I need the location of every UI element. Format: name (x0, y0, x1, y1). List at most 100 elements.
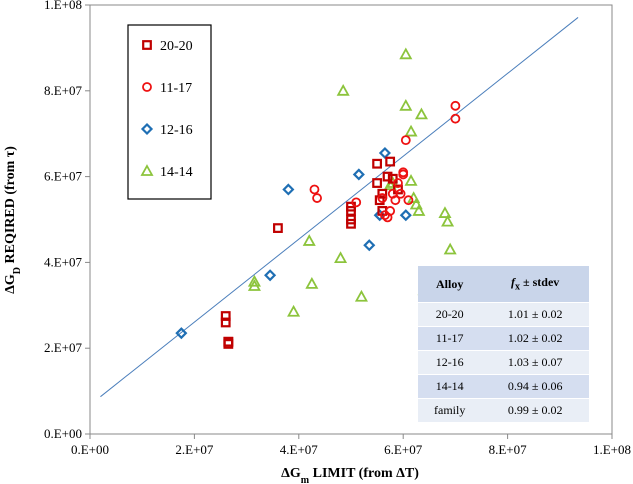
data-point-14-14 (302, 234, 316, 246)
legend-label: 14-14 (160, 165, 193, 180)
data-point-12-16 (264, 269, 277, 282)
legend-label: 20-20 (160, 39, 193, 54)
data-point-14-14 (247, 274, 261, 287)
table-row: 20-20 1.01 ± 0.02 (418, 302, 589, 327)
legend-marker (140, 122, 154, 136)
data-point-20-20 (372, 158, 382, 169)
y-tick-label: 6.E+07 (44, 169, 83, 184)
data-point-11-17 (385, 206, 396, 216)
x-tick-label: 0.E+00 (71, 442, 109, 457)
legend-label: 11-17 (160, 81, 192, 96)
data-point-14-14 (399, 47, 413, 60)
row-alloy: 12-16 (418, 350, 482, 375)
data-point-14-14 (441, 214, 455, 227)
header-f: f (511, 275, 516, 290)
data-point-11-17 (351, 197, 362, 208)
data-point-14-14 (247, 279, 261, 291)
data-point-14-14 (354, 289, 368, 302)
x-tick-label: 8.E+07 (489, 442, 528, 457)
legend-marker (140, 164, 154, 176)
table-row: 14-14 0.94 ± 0.06 (418, 374, 589, 399)
data-point-12-16 (282, 183, 295, 196)
row-alloy: family (418, 398, 482, 422)
header-alloy: Alloy (418, 266, 482, 303)
legend-marker (142, 82, 152, 92)
legend-marker (142, 40, 152, 50)
table-row: 12-16 1.03 ± 0.07 (418, 350, 589, 375)
y-tick-label: 1.E+08 (44, 0, 82, 12)
data-point-20-20 (273, 223, 283, 233)
data-point-14-14 (305, 276, 319, 289)
data-point-14-14 (336, 83, 350, 96)
data-point-14-14 (443, 242, 457, 255)
legend: 20-20 11-17 12-16 14-14 (127, 24, 212, 200)
data-points (175, 47, 461, 349)
data-point-12-16 (352, 168, 365, 181)
data-point-11-17 (400, 135, 411, 146)
table-row: family 0.99 ± 0.02 (418, 398, 589, 422)
data-point-20-20 (374, 195, 385, 206)
header-f-sub: x (515, 281, 521, 293)
table-header-row: Alloy fx ± stdev (418, 266, 589, 303)
data-point-11-17 (450, 113, 461, 124)
data-point-12-16 (175, 327, 188, 340)
data-point-12-16 (399, 209, 412, 222)
data-point-20-20 (220, 317, 231, 328)
data-point-11-17 (403, 195, 414, 206)
header-f-stdev: fx ± stdev (481, 266, 589, 303)
y-tick-label: 2.E+07 (44, 340, 83, 355)
data-point-11-17 (390, 195, 401, 206)
data-point-11-17 (309, 184, 320, 195)
row-alloy: 20-20 (418, 302, 482, 327)
data-point-20-20 (377, 188, 388, 199)
legend-box (127, 24, 212, 200)
data-point-14-14 (404, 124, 418, 137)
row-alloy: 11-17 (418, 326, 482, 351)
data-point-14-14 (383, 178, 397, 191)
row-alloy: 14-14 (418, 374, 482, 399)
row-value: 0.99 ± 0.02 (481, 398, 589, 422)
data-point-12-16 (378, 146, 391, 160)
row-value: 1.02 ± 0.02 (481, 326, 589, 351)
x-tick-label: 6.E+07 (384, 442, 423, 457)
data-point-11-17 (450, 100, 461, 111)
data-point-14-14 (438, 206, 452, 218)
stats-table: Alloy fx ± stdev 20-20 1.01 ± 0.02 11-17… (418, 266, 589, 422)
data-point-20-20 (372, 178, 382, 188)
data-point-14-14 (287, 304, 301, 317)
data-point-11-17 (398, 169, 409, 180)
data-point-20-20 (220, 311, 231, 321)
row-value: 0.94 ± 0.06 (481, 374, 589, 399)
legend-label: 12-16 (160, 123, 193, 138)
data-point-11-17 (377, 193, 388, 203)
data-point-20-20 (346, 218, 356, 229)
fit-line (100, 17, 579, 398)
row-value: 1.01 ± 0.02 (481, 302, 589, 327)
data-point-14-14 (414, 107, 428, 120)
x-axis-title: ΔGm LIMIT (from ΔT) (281, 466, 419, 484)
data-point-20-20 (382, 171, 393, 182)
data-point-12-16 (363, 239, 376, 252)
table-row: 11-17 1.02 ± 0.02 (418, 326, 589, 351)
data-point-14-14 (404, 174, 418, 186)
data-point-14-14 (399, 98, 413, 111)
data-point-11-17 (393, 178, 403, 188)
x-tick-label: 2.E+07 (175, 442, 214, 457)
y-tick-label: 8.E+07 (44, 83, 83, 98)
x-tick-label: 4.E+07 (280, 442, 319, 457)
data-point-20-20 (223, 336, 234, 347)
data-point-14-14 (412, 204, 426, 216)
y-tick-label: 0.E+00 (44, 426, 82, 441)
data-point-14-14 (409, 197, 423, 210)
data-point-11-17 (312, 193, 322, 203)
x-tick-label: 1.E+08 (593, 442, 631, 457)
legend-items: 20-20 11-17 12-16 14-14 (140, 39, 193, 180)
row-value: 1.03 ± 0.07 (481, 350, 589, 375)
data-point-20-20 (385, 156, 396, 167)
x-axis-ticks: 0.E+00 2.E+07 4.E+07 6.E+07 8.E+07 1.E+08 (71, 434, 631, 457)
y-axis-ticks: 0.E+00 2.E+07 4.E+07 6.E+07 8.E+07 1.E+08 (44, 0, 90, 441)
header-f-rest: ± stdev (520, 275, 560, 290)
y-axis-title: ΔGD REQIRED (from τ) (3, 146, 23, 294)
y-tick-label: 4.E+07 (44, 254, 83, 269)
